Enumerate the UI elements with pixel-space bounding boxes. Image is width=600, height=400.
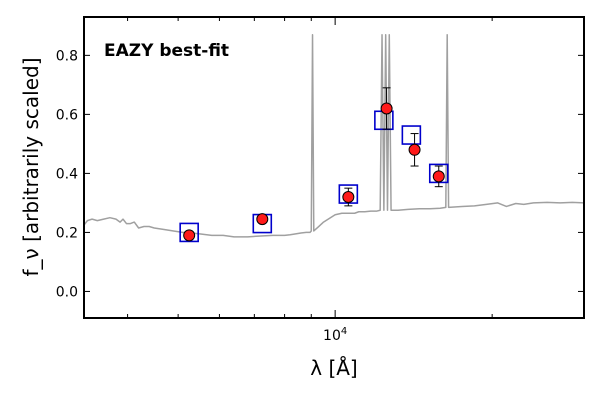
x-axis-title: λ [Å] xyxy=(310,356,357,380)
observed-flux-point xyxy=(342,191,355,204)
model-photometry-square xyxy=(179,222,199,243)
plot-area xyxy=(84,33,584,243)
model-photometry-square xyxy=(401,125,422,145)
annotation-label: EAZY best-fit xyxy=(104,41,229,61)
observed-flux-point xyxy=(432,170,445,183)
y-tick-label: 0.2 xyxy=(56,225,78,241)
observed-flux-point xyxy=(380,102,393,115)
plot-frame xyxy=(83,16,585,319)
y-tick-label: 0.4 xyxy=(56,166,78,182)
observed-flux-point xyxy=(408,143,421,156)
clipped-series xyxy=(84,33,584,243)
y-tick-label: 0.6 xyxy=(56,107,78,123)
y-tick-label: 0.8 xyxy=(56,48,78,64)
observed-flux-point xyxy=(256,213,269,226)
y-tick-label: 0.0 xyxy=(56,284,78,300)
observed-flux-point xyxy=(183,229,196,242)
y-axis-title: f_ν [arbitrarily scaled] xyxy=(19,58,43,277)
